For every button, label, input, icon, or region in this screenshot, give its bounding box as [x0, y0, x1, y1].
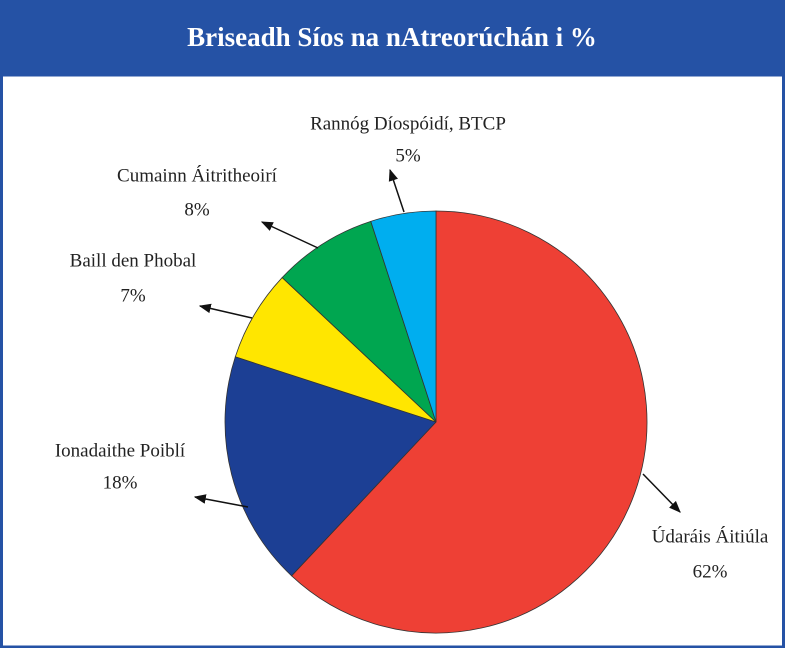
- pie-slice: [224, 356, 437, 577]
- title-banner: [0, 0, 785, 75]
- leader-arrow: [198, 303, 253, 319]
- value-label: 62%: [693, 561, 728, 582]
- pie-slice: [370, 210, 437, 423]
- value-label: 5%: [395, 145, 421, 166]
- slice-label: Baill den Phobal: [70, 250, 197, 271]
- frame: [0, 73, 785, 648]
- slice-label: Údaráis Áitiúla: [652, 525, 769, 547]
- leader-arrow: [388, 168, 405, 213]
- slice-label: Ionadaithe Poiblí: [55, 440, 186, 461]
- leader-arrow: [260, 221, 319, 249]
- pie-slice: [281, 220, 437, 423]
- value-label: 18%: [103, 472, 138, 493]
- chart-title: Briseadh Síos na nAtreorúchán i %: [187, 22, 597, 52]
- value-label: 8%: [184, 199, 210, 220]
- value-label: 7%: [120, 285, 146, 306]
- slice-label: Cumainn Áitritheoirí: [117, 164, 278, 186]
- leader-arrow: [193, 494, 249, 508]
- slice-label: Rannóg Díospóidí, BTCP: [310, 113, 506, 134]
- pie-slice: [290, 210, 648, 634]
- leader-arrow: [642, 473, 681, 513]
